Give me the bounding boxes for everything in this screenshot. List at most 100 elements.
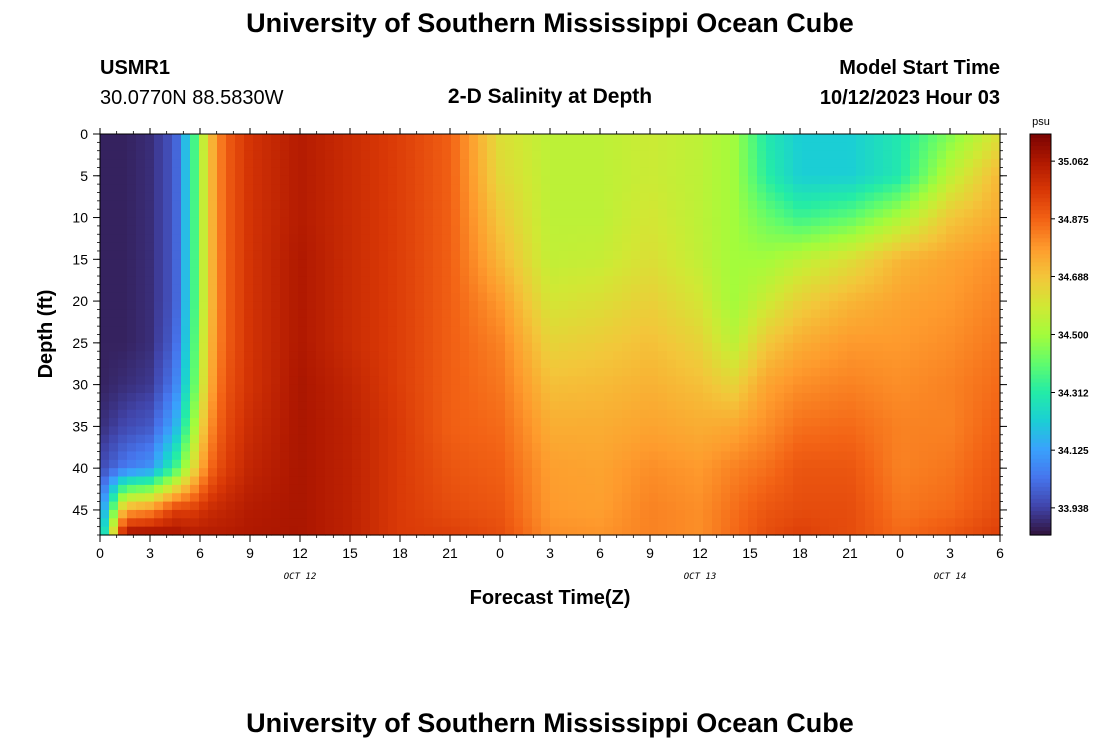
heatmap-cell [334,526,344,536]
heatmap-cell [901,142,911,152]
heatmap-cell [307,142,317,152]
heatmap-cell [775,142,785,152]
heatmap-cell [748,384,758,394]
heatmap-cell [253,451,263,461]
heatmap-cell [127,493,137,503]
heatmap-cell [568,134,578,143]
heatmap-cell [730,217,740,227]
heatmap-cell [874,443,884,453]
heatmap-cell [784,526,794,536]
heatmap-cell [136,167,146,177]
heatmap-cell [298,317,308,327]
heatmap-cell [604,250,614,260]
heatmap-cell [946,359,956,369]
heatmap-cell [496,292,506,302]
heatmap-cell [982,351,992,361]
heatmap-cell [721,317,731,327]
heatmap-cell [685,376,695,386]
heatmap-cell [973,317,983,327]
heatmap-cell [721,376,731,386]
heatmap-cell [523,184,533,194]
heatmap-cell [649,342,659,352]
heatmap-cell [946,426,956,436]
heatmap-cell [343,468,353,478]
heatmap-cell [145,468,155,478]
heatmap-cell [793,359,803,369]
heatmap-cell [271,234,281,244]
heatmap-cell [433,342,443,352]
heatmap-cell [379,351,389,361]
heatmap-cell [793,301,803,311]
heatmap-cell [937,376,947,386]
heatmap-cell [703,518,713,528]
heatmap-cell [460,184,470,194]
heatmap-cell [892,326,902,336]
heatmap-cell [478,426,488,436]
heatmap-cell [964,443,974,453]
heatmap-cell [163,334,173,344]
heatmap-cell [163,159,173,169]
heatmap-cell [451,209,461,219]
heatmap-cell [154,401,164,411]
heatmap-cell [325,184,335,194]
heatmap-cell [217,167,227,177]
heatmap-cell [631,250,641,260]
heatmap-cell [298,468,308,478]
heatmap-cell [397,259,407,269]
heatmap-cell [352,426,362,436]
heatmap-cell [802,284,812,294]
heatmap-cell [784,301,794,311]
heatmap-cell [262,468,272,478]
heatmap-cell [343,242,353,252]
heatmap-cell [586,225,596,235]
heatmap-cell [235,225,245,235]
heatmap-cell [910,401,920,411]
heatmap-cell [478,284,488,294]
heatmap-cell [568,326,578,336]
heatmap-cell [622,468,632,478]
heatmap-cell [325,317,335,327]
heatmap-cell [244,134,254,143]
heatmap-cell [271,367,281,377]
heatmap-cell [343,276,353,285]
heatmap-cell [559,501,569,511]
heatmap-cell [568,367,578,377]
heatmap-cell [388,501,398,511]
heatmap-cell [172,359,182,369]
heatmap-cell [370,142,380,152]
heatmap-cell [937,484,947,494]
heatmap-cell [793,384,803,394]
heatmap-cell [262,351,272,361]
heatmap-cell [343,484,353,494]
heatmap-cell [217,184,227,194]
heatmap-cell [712,217,722,227]
heatmap-cell [487,184,497,194]
heatmap-cell [730,401,740,411]
heatmap-cell [442,150,452,160]
heatmap-cell [541,309,551,319]
heatmap-cell [586,217,596,227]
heatmap-cell [118,142,128,152]
heatmap-cell [964,484,974,494]
heatmap-cell [280,392,290,402]
heatmap-cell [397,234,407,244]
heatmap-cell [136,309,146,319]
heatmap-cell [703,234,713,244]
heatmap-cell [370,134,380,143]
heatmap-cell [784,284,794,294]
heatmap-cell [424,359,434,369]
heatmap-cell [829,526,839,536]
heatmap-cell [595,134,605,143]
heatmap-cell [469,476,479,486]
heatmap-cell [685,309,695,319]
heatmap-cell [334,401,344,411]
heatmap-cell [550,334,560,344]
heatmap-cell [712,192,722,202]
heatmap-cell [325,409,335,419]
heatmap-cell [397,401,407,411]
heatmap-cell [154,526,164,536]
heatmap-cell [883,284,893,294]
heatmap-cell [505,150,515,160]
heatmap-cell [397,451,407,461]
heatmap-cell [793,309,803,319]
